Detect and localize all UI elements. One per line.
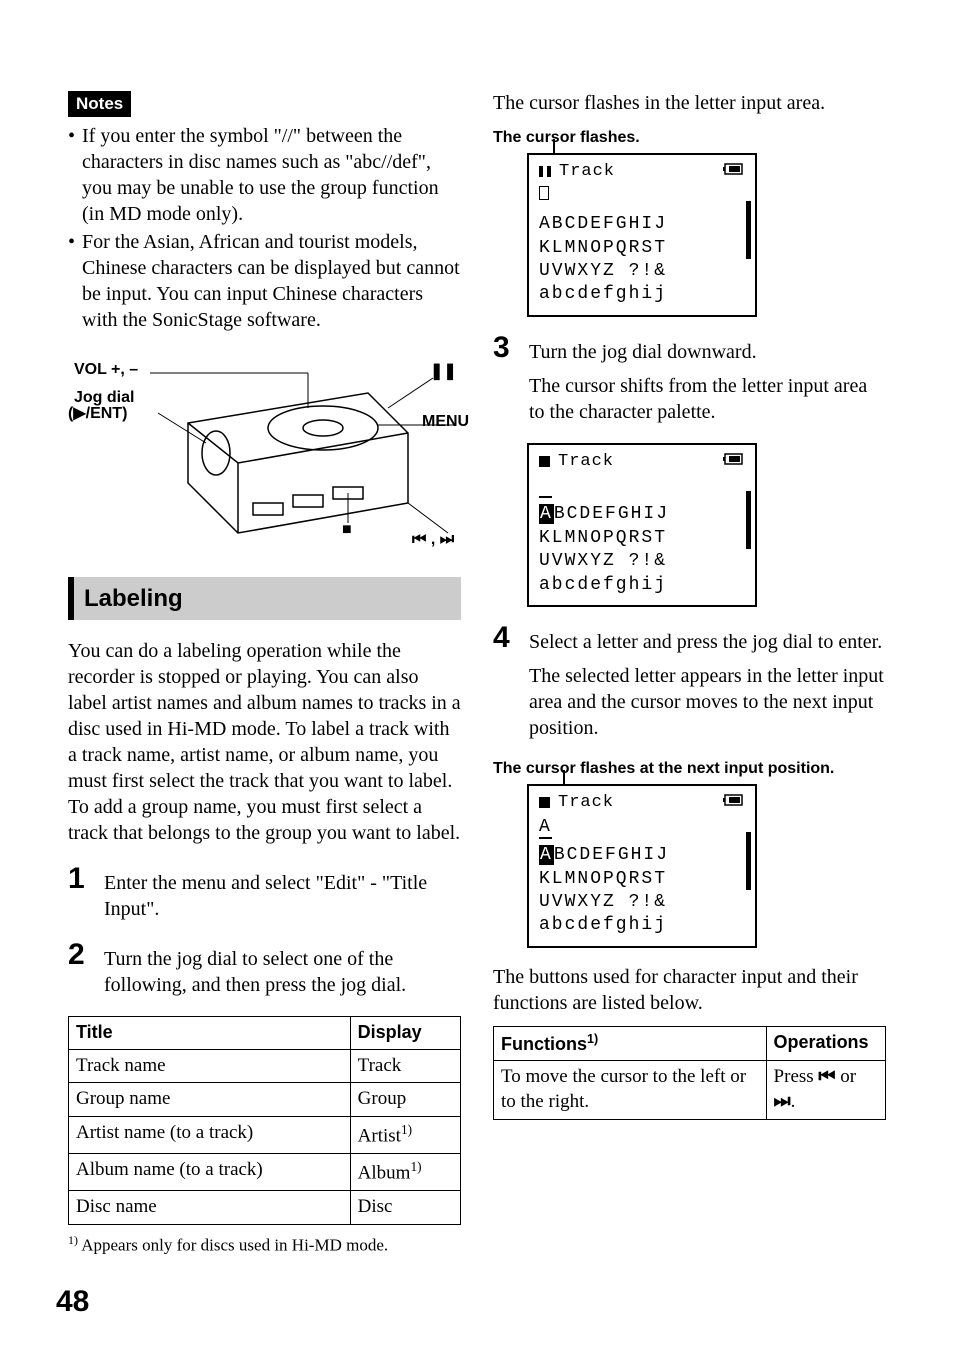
step-4-text-a: Select a letter and press the jog dial t… — [529, 629, 886, 655]
cell-display: Track — [350, 1049, 460, 1083]
th-operations: Operations — [766, 1026, 885, 1060]
step-1: 1 Enter the menu and select "Edit" - "Ti… — [68, 864, 461, 930]
page-number: 48 — [56, 1282, 89, 1321]
lcd-1: Track ABCDEFGHIJ KLMNOPQRST UVWXYZ ?!& a… — [527, 153, 757, 317]
step-3-text-a: Turn the jog dial downward. — [529, 339, 886, 365]
step-2: 2 Turn the jog dial to select one of the… — [68, 940, 461, 1006]
section-heading-labeling: Labeling — [68, 577, 461, 620]
step-4-text-b: The selected letter appears in the lette… — [529, 663, 886, 741]
step-number: 1 — [68, 864, 94, 930]
lcd-palette: ABCDEFGHIJ KLMNOPQRST UVWXYZ ?!& abcdefg… — [539, 503, 745, 597]
step-4: 4 Select a letter and press the jog dial… — [493, 623, 886, 749]
battery-icon — [723, 792, 745, 814]
lcd-input-area: A — [539, 816, 745, 840]
notes-badge: Notes — [68, 91, 131, 117]
cell-title: Group name — [69, 1083, 351, 1117]
lcd-title: Track — [558, 792, 614, 814]
lcd-input-area — [539, 185, 745, 209]
step-3: 3 Turn the jog dial downward. The cursor… — [493, 333, 886, 433]
lcd-input-area — [539, 475, 745, 499]
note-item: If you enter the symbol "//" between the… — [68, 123, 461, 227]
lcd-title: Track — [558, 451, 614, 473]
cell-title: Disc name — [69, 1191, 351, 1225]
step-1-text: Enter the menu and select "Edit" - "Titl… — [104, 870, 461, 922]
page: Notes If you enter the symbol "//" betwe… — [0, 0, 954, 1297]
table-row: Track name Track — [69, 1049, 461, 1083]
cursor-flashes-paragraph: The cursor flashes in the letter input a… — [493, 90, 886, 116]
label-menu: MENU — [422, 413, 469, 431]
lcd-2-wrap: Track ABCDEFGHIJ KLMNOPQRST UVWXYZ ?!& a… — [527, 443, 886, 607]
lcd-1-wrap: Track ABCDEFGHIJ KLMNOPQRST UVWXYZ ?!& a… — [527, 153, 886, 317]
table-row: Artist name (to a track) Artist1) — [69, 1117, 461, 1154]
table-row: Album name (to a track) Album1) — [69, 1154, 461, 1191]
step-number: 4 — [493, 623, 519, 749]
cell-display: Group — [350, 1083, 460, 1117]
table-row: Group name Group — [69, 1083, 461, 1117]
cell-display: Artist1) — [350, 1117, 460, 1154]
battery-icon — [723, 451, 745, 473]
cell-display: Disc — [350, 1191, 460, 1225]
cell-title: Artist name (to a track) — [69, 1117, 351, 1154]
lcd-caption-1: The cursor flashes. — [493, 128, 886, 149]
functions-table: Functions1) Operations To move the curso… — [493, 1026, 886, 1120]
label-pause: ❚❚ — [430, 363, 457, 381]
device-diagram: VOL +, – Jog dial (▶/ENT) ❚❚ MENU ■ ⏮ , … — [68, 353, 461, 553]
lcd-caption-2: The cursor flashes at the next input pos… — [493, 759, 886, 780]
lcd-palette: ABCDEFGHIJ KLMNOPQRST UVWXYZ ?!& abcdefg… — [539, 213, 745, 307]
lcd-3: Track A ABCDEFGHIJ KLMNOPQRST UVWXYZ ?!&… — [527, 784, 757, 948]
table-row: To move the cursor to the left or to the… — [494, 1061, 886, 1119]
th-title: Title — [69, 1017, 351, 1049]
step-number: 2 — [68, 940, 94, 1006]
label-jog2: (▶/ENT) — [68, 405, 127, 423]
label-stop: ■ — [342, 521, 352, 539]
label-vol: VOL +, – — [74, 361, 138, 379]
lcd-title: Track — [559, 161, 615, 183]
device-drawing — [68, 353, 468, 553]
table-row: Disc name Disc — [69, 1191, 461, 1225]
step-number: 3 — [493, 333, 519, 433]
buttons-intro: The buttons used for character input and… — [493, 964, 886, 1016]
left-column: Notes If you enter the symbol "//" betwe… — [68, 90, 461, 1257]
lcd-3-wrap: Track A ABCDEFGHIJ KLMNOPQRST UVWXYZ ?!&… — [527, 784, 886, 948]
cell-display: Album1) — [350, 1154, 460, 1191]
cell-title: Track name — [69, 1049, 351, 1083]
step-3-text-b: The cursor shifts from the letter input … — [529, 373, 886, 425]
title-display-table: Title Display Track name Track Group nam… — [68, 1016, 461, 1224]
right-column: The cursor flashes in the letter input a… — [493, 90, 886, 1257]
note-item: For the Asian, African and tourist model… — [68, 229, 461, 333]
labeling-intro: You can do a labeling operation while th… — [68, 638, 461, 846]
step-2-text: Turn the jog dial to select one of the f… — [104, 946, 461, 998]
label-skip: ⏮ , ⏭ — [412, 531, 454, 549]
notes-list: If you enter the symbol "//" between the… — [68, 123, 461, 333]
footnote-1: 1) Appears only for discs used in Hi-MD … — [68, 1233, 461, 1257]
th-display: Display — [350, 1017, 460, 1049]
th-functions: Functions1) — [494, 1026, 767, 1060]
cell-function: To move the cursor to the left or to the… — [494, 1061, 767, 1119]
cell-title: Album name (to a track) — [69, 1154, 351, 1191]
lcd-palette: ABCDEFGHIJ KLMNOPQRST UVWXYZ ?!& abcdefg… — [539, 844, 745, 938]
battery-icon — [723, 161, 745, 183]
cell-operation: Press ⏮ or ⏭. — [766, 1061, 885, 1119]
lcd-2: Track ABCDEFGHIJ KLMNOPQRST UVWXYZ ?!& a… — [527, 443, 757, 607]
